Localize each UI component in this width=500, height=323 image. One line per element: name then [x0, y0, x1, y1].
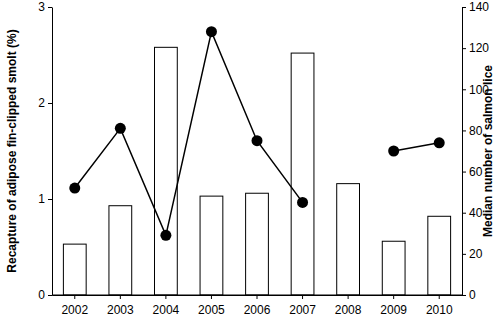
axis-line [462, 8, 463, 296]
bar [109, 206, 132, 295]
tick-mark [393, 295, 394, 299]
tick: 120 [462, 41, 489, 55]
tick-label: 2003 [107, 303, 134, 317]
tick-label: 2 [38, 96, 45, 110]
axis-line [52, 8, 53, 296]
tick-mark [48, 199, 52, 200]
marker [160, 230, 171, 241]
plot-marks [63, 26, 450, 295]
tick-label: 120 [469, 41, 489, 55]
y2-axis-title: Median number of salmon lice [481, 65, 495, 237]
tick-mark [48, 295, 52, 296]
tick-label: 2007 [289, 303, 316, 317]
marker [297, 197, 308, 208]
tick: 2007 [289, 295, 316, 317]
chart: 2002 2003 2004 2005 2006 2007 2008 2009 2010 0 1 2 3… [0, 0, 500, 323]
bar [246, 193, 269, 295]
tick-mark [48, 7, 52, 8]
line [75, 32, 439, 236]
tick-label: 1 [38, 192, 45, 206]
tick-label: 2005 [198, 303, 225, 317]
bar [155, 47, 178, 295]
tick: 40 [462, 206, 483, 220]
tick-mark [165, 295, 166, 299]
tick-label: 0 [38, 288, 45, 302]
tick-mark [462, 130, 466, 131]
tick: 2005 [198, 295, 225, 317]
tick-mark [439, 295, 440, 299]
tick: 0 [462, 288, 476, 302]
line-series [69, 26, 444, 241]
tick: 2009 [380, 295, 407, 317]
tick-mark [462, 7, 466, 8]
tick-mark [48, 103, 52, 104]
bar [63, 244, 86, 295]
tick-mark [462, 172, 466, 173]
tick-label: 2008 [335, 303, 362, 317]
marker [388, 146, 399, 157]
y-axis-title: Recapture of adipose fin-clipped smolt (… [5, 29, 19, 272]
tick-mark [462, 213, 466, 214]
tick-label: 140 [469, 0, 489, 14]
marker [434, 137, 445, 148]
tick-mark [462, 295, 466, 296]
tick-label: 2006 [244, 303, 271, 317]
tick: 0 [38, 288, 52, 302]
bar [200, 196, 223, 295]
tick: 2003 [107, 295, 134, 317]
tick-mark [257, 295, 258, 299]
marker [115, 123, 126, 134]
tick-mark [302, 295, 303, 299]
tick: 2002 [61, 295, 88, 317]
bar [337, 184, 360, 295]
marker [69, 183, 80, 194]
tick-mark [120, 295, 121, 299]
bar [382, 241, 405, 295]
tick: 2004 [153, 295, 180, 317]
tick: 2008 [335, 295, 362, 317]
tick-mark [211, 295, 212, 299]
y-axis: 0 1 2 3 [38, 0, 52, 302]
tick-mark [462, 254, 466, 255]
tick: 2006 [244, 295, 271, 317]
tick-mark [462, 89, 466, 90]
tick: 2010 [426, 295, 453, 317]
tick: 20 [462, 247, 483, 261]
tick-label: 20 [469, 247, 483, 261]
marker [252, 135, 263, 146]
tick: 140 [462, 0, 489, 14]
bar-series [63, 47, 450, 295]
bar [291, 53, 314, 295]
tick-label: 2004 [153, 303, 180, 317]
x-axis: 2002 2003 2004 2005 2006 2007 2008 2009 2010 [53, 295, 463, 317]
tick: 60 [462, 165, 483, 179]
tick: 1 [38, 192, 52, 206]
tick: 3 [38, 0, 52, 14]
tick-label: 2009 [380, 303, 407, 317]
tick-mark [462, 48, 466, 49]
tick-label: 2002 [61, 303, 88, 317]
tick-label: 3 [38, 0, 45, 14]
tick: 2 [38, 96, 52, 110]
tick-mark [348, 295, 349, 299]
tick-label: 2010 [426, 303, 453, 317]
bar [428, 216, 451, 295]
axis-line [52, 295, 462, 296]
tick-label: 0 [469, 288, 476, 302]
tick: 80 [462, 124, 483, 138]
marker [206, 26, 217, 37]
tick-mark [74, 295, 75, 299]
